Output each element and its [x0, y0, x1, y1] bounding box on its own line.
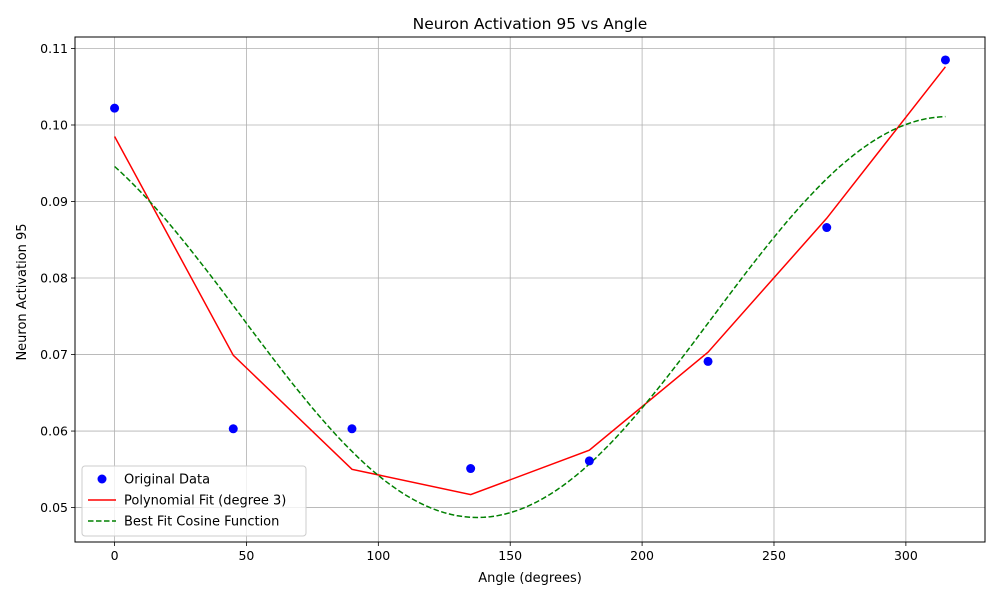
axes-frame: [74, 36, 986, 543]
plot-data: [110, 55, 950, 519]
x-tick-label: 200: [630, 548, 654, 563]
legend-label: Original Data: [124, 473, 210, 488]
y-tick-label: 0.11: [40, 41, 68, 56]
x-tick-label: 0: [111, 548, 119, 563]
x-axis-title: Angle (degrees): [478, 571, 582, 586]
cosine-fit-line: [114, 115, 946, 519]
data-point: [822, 223, 832, 233]
data-point: [228, 424, 238, 434]
x-tick-label: 100: [366, 548, 390, 563]
y-tick-label: 0.08: [40, 271, 68, 286]
y-axis-title: Neuron Activation 95: [15, 223, 30, 360]
polynomial-fit-line: [113, 66, 946, 496]
chart-title: Neuron Activation 95 vs Angle: [413, 15, 648, 33]
y-tick-label: 0.05: [40, 500, 68, 515]
y-tick-label: 0.09: [40, 194, 68, 209]
y-tick-label: 0.10: [40, 117, 68, 132]
x-tick-label: 300: [894, 548, 918, 563]
y-tick-label: 0.07: [40, 347, 68, 362]
data-point: [584, 456, 594, 466]
x-tick-label: 50: [238, 548, 254, 563]
legend: Original Data Polynomial Fit (degree 3) Be…: [81, 465, 307, 537]
data-point: [466, 464, 476, 474]
axis-ticks: 0 50 100 150 200 250 300 0.05 0.06 0.07 0.08 0.09 0.…: [40, 41, 918, 563]
legend-label: Polynomial Fit (degree 3): [124, 494, 286, 509]
data-point: [110, 103, 120, 113]
legend-label: Best Fit Cosine Function: [124, 515, 279, 530]
y-tick-label: 0.06: [40, 424, 68, 439]
x-tick-label: 250: [762, 548, 786, 563]
legend-marker-original: [97, 474, 107, 484]
legend-box: [81, 465, 307, 537]
x-tick-label: 150: [498, 548, 522, 563]
data-point: [703, 356, 713, 366]
data-point: [940, 55, 950, 65]
data-point: [347, 424, 357, 434]
